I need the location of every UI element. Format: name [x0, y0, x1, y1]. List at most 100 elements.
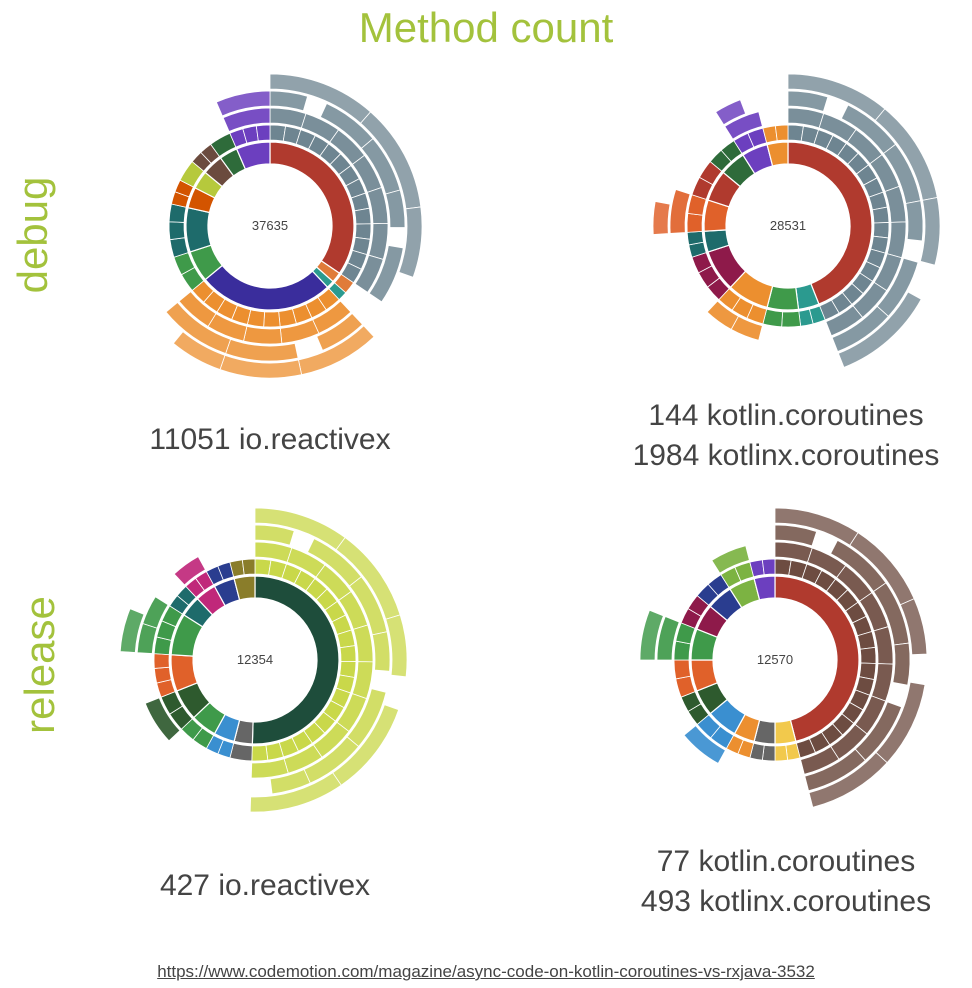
sunburst-subsegment: [892, 642, 911, 686]
sunburst-subsegment: [269, 768, 311, 795]
sunburst-subsegment: [787, 90, 829, 112]
sunburst-subsegment: [781, 310, 802, 328]
sunburst-subsegment: [371, 631, 391, 672]
sunburst-subsegment: [872, 206, 890, 224]
sunburst-subsegment: [872, 222, 890, 239]
sunburst-subsegment: [639, 609, 664, 661]
sunburst-subsegment: [354, 223, 372, 240]
sunburst-subsegment: [153, 653, 170, 669]
sunburst-subsegment: [656, 616, 680, 661]
center-total-label: 12570: [757, 652, 793, 667]
sunburst-subsegment: [241, 558, 256, 576]
sunburst-subsegment: [673, 640, 691, 661]
sunburst-subsegment: [808, 751, 888, 808]
sunburst-subsegment: [800, 746, 840, 775]
source-link[interactable]: https://www.codemotion.com/magazine/asyn…: [157, 962, 815, 981]
sunburst-subsegment: [385, 614, 408, 678]
sunburst-subsegment: [686, 212, 704, 233]
sunburst-debug-rxjava: 37635: [100, 66, 440, 406]
sunburst-subsegment: [859, 646, 877, 664]
sunburst-subsegment: [368, 245, 404, 303]
row-label-release: release: [16, 596, 63, 734]
sunburst-subsegment: [673, 659, 691, 680]
sunburst-subsegment: [774, 744, 789, 762]
sunburst-subsegment: [652, 201, 671, 235]
row-label-debug: debug: [9, 176, 56, 294]
sunburst-subsegment: [255, 124, 271, 142]
sunburst-release-coroutines: 12570: [605, 500, 945, 840]
caption-debug-rxjava: 11051 io.reactivex: [100, 420, 440, 460]
sunburst-subsegment: [686, 230, 704, 246]
sunburst-subsegment: [804, 748, 866, 792]
caption-line: 11051 io.reactivex: [149, 423, 391, 456]
sunburst-subsegment: [398, 206, 423, 278]
caption-line: 144 kotlin.coroutines: [648, 399, 924, 432]
sunburst-subsegment: [263, 311, 281, 328]
sunburst-subsegment: [669, 189, 691, 234]
sunburst-subsegment: [249, 772, 342, 813]
sunburst-release-rxjava: 12354: [85, 500, 425, 840]
sunburst-svg: 37635: [165, 73, 423, 379]
sunburst-subsegment: [683, 725, 726, 764]
sunburst-subsegment: [144, 697, 181, 742]
sunburst-subsegment: [831, 305, 889, 353]
caption-debug-coroutines: 144 kotlin.coroutines 1984 kotlinx.corou…: [600, 396, 972, 476]
sunburst-subsegment: [119, 608, 145, 653]
sunburst-svg: 28531: [652, 73, 941, 368]
sunburst-subsegment: [178, 291, 217, 327]
sunburst-subsegment: [774, 124, 789, 142]
sunburst-subsegment: [136, 623, 158, 654]
center-total-label: 12354: [237, 652, 273, 667]
sunburst-segment: [235, 141, 271, 170]
sunburst-subsegment: [385, 189, 406, 228]
sunburst-svg: 12570: [639, 507, 928, 808]
sunburst-segment: [251, 575, 340, 745]
sunburst-svg: 12354: [119, 507, 408, 813]
caption-release-coroutines: 77 kotlin.coroutines 493 kotlinx.corouti…: [600, 842, 972, 922]
sunburst-subsegment: [368, 222, 389, 260]
sunburst-subsegment: [215, 90, 271, 117]
sunburst-debug-coroutines: 28531: [618, 66, 958, 406]
sunburst-subsegment: [339, 645, 357, 662]
sunburst-subsegment: [251, 744, 269, 762]
sunburst-subsegment: [173, 556, 206, 586]
sunburst-subsegment: [919, 197, 941, 266]
sunburst-segment: [233, 575, 256, 601]
sunburst-subsegment: [761, 558, 776, 576]
center-total-label: 37635: [252, 218, 288, 233]
caption-line: 427 io.reactivex: [159, 869, 371, 902]
chart-title: Method count: [358, 4, 614, 51]
caption-line: 1984 kotlinx.coroutines: [632, 439, 940, 472]
sunburst-subsegment: [899, 598, 928, 656]
sunburst-subsegment: [837, 291, 922, 368]
sunburst-segment: [766, 141, 789, 167]
sunburst-subsegment: [250, 758, 289, 779]
sunburst-subsegment: [142, 596, 169, 629]
sunburst-subsegment: [354, 207, 372, 225]
sunburst-subsegment: [724, 111, 763, 140]
sunburst-segment: [753, 575, 776, 601]
sunburst-subsegment: [774, 524, 818, 547]
caption-release-rxjava: 427 io.reactivex: [95, 866, 435, 906]
caption-line: 493 kotlinx.coroutines: [640, 885, 932, 918]
sunburst-subsegment: [354, 254, 384, 293]
sunburst-subsegment: [243, 325, 283, 345]
sunburst-subsegment: [168, 221, 186, 241]
center-total-label: 28531: [770, 218, 806, 233]
sunburst-subsegment: [222, 107, 271, 132]
sunburst-subsegment: [254, 558, 272, 576]
sunburst-subsegment: [254, 524, 295, 546]
sunburst-subsegment: [711, 545, 750, 574]
sunburst-subsegment: [269, 90, 309, 112]
sunburst-subsegment: [825, 305, 864, 337]
sunburst-subsegment: [165, 301, 232, 355]
sunburst-subsegment: [774, 558, 792, 576]
sunburst-subsegment: [886, 221, 907, 259]
sunburst-segment: [185, 206, 212, 253]
sunburst-subsegment: [316, 312, 363, 351]
caption-line: 77 kotlin.coroutines: [656, 845, 916, 878]
sunburst-subsegment: [172, 331, 226, 371]
sunburst-subsegment: [715, 99, 747, 126]
sunburst-subsegment: [905, 200, 924, 242]
sunburst-subsegment: [706, 300, 739, 330]
